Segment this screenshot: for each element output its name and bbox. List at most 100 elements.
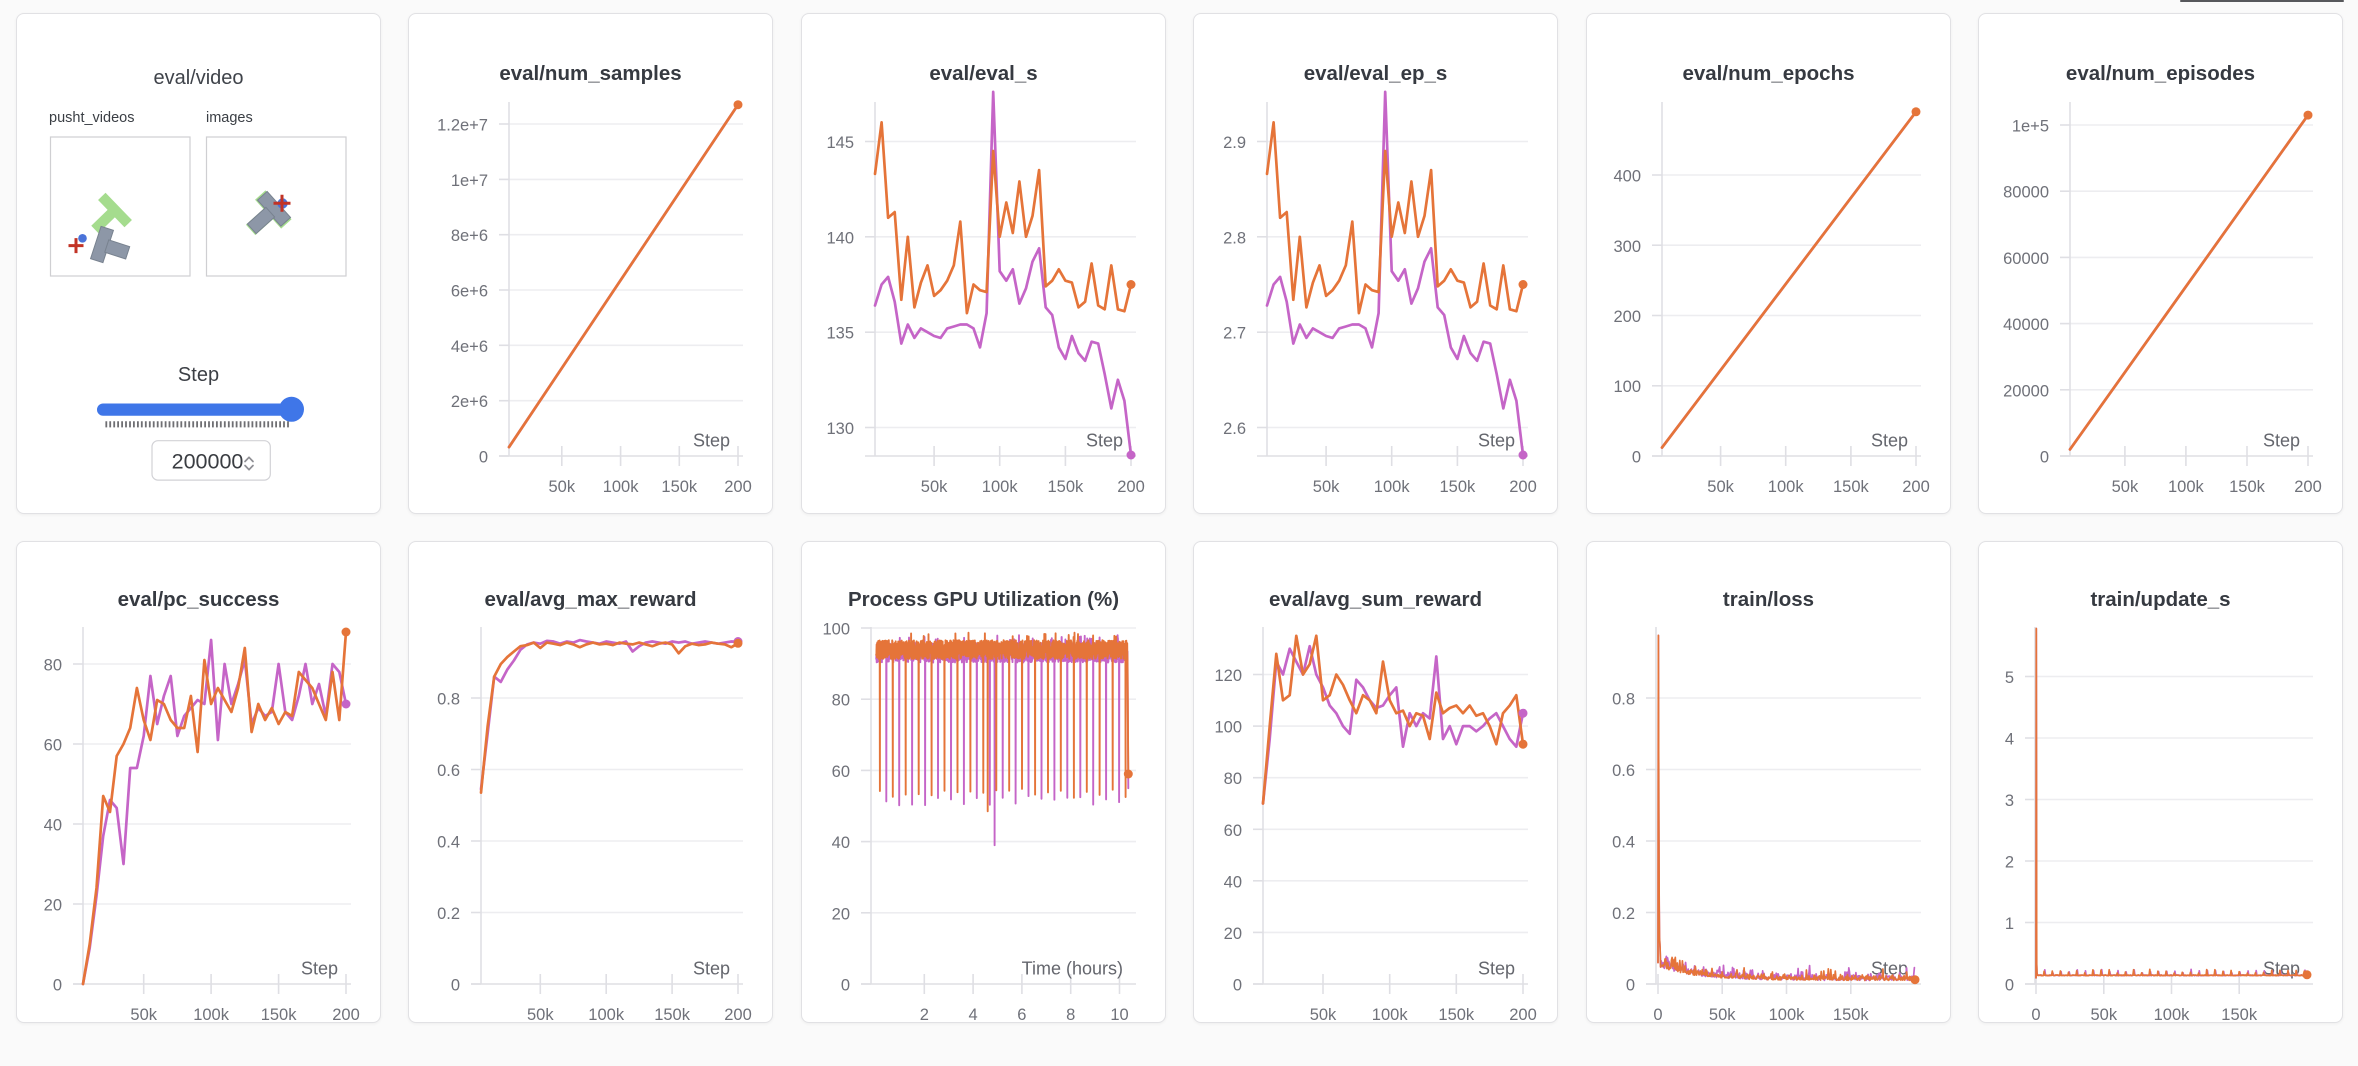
svg-text:200: 200 bbox=[1509, 478, 1537, 496]
svg-text:100: 100 bbox=[1214, 719, 1242, 737]
svg-text:3: 3 bbox=[2005, 792, 2014, 810]
svg-text:80: 80 bbox=[1224, 770, 1242, 788]
svg-text:140: 140 bbox=[826, 229, 854, 247]
svg-text:200: 200 bbox=[1902, 478, 1930, 496]
svg-text:1e+7: 1e+7 bbox=[451, 172, 488, 190]
svg-text:images: images bbox=[206, 110, 253, 126]
svg-text:Step: Step bbox=[693, 959, 730, 979]
svg-text:1e+5: 1e+5 bbox=[2012, 118, 2049, 136]
svg-text:100k: 100k bbox=[1769, 1006, 1806, 1022]
svg-text:80: 80 bbox=[832, 692, 850, 710]
svg-text:150k: 150k bbox=[1048, 478, 1085, 496]
svg-text:50k: 50k bbox=[1310, 1006, 1337, 1022]
svg-text:100k: 100k bbox=[603, 478, 640, 496]
svg-text:200: 200 bbox=[1117, 478, 1145, 496]
svg-text:0.2: 0.2 bbox=[437, 905, 460, 923]
svg-text:train/update_s: train/update_s bbox=[2090, 588, 2230, 611]
svg-text:0: 0 bbox=[1233, 977, 1242, 995]
svg-text:50k: 50k bbox=[921, 478, 948, 496]
svg-text:50k: 50k bbox=[527, 1006, 554, 1022]
svg-text:60: 60 bbox=[44, 737, 62, 755]
svg-text:20000: 20000 bbox=[2003, 382, 2049, 400]
svg-text:100k: 100k bbox=[1372, 1006, 1409, 1022]
svg-text:Step: Step bbox=[1086, 431, 1123, 451]
svg-text:100k: 100k bbox=[1374, 478, 1411, 496]
svg-text:0.8: 0.8 bbox=[437, 691, 460, 709]
svg-text:eval/avg_sum_reward: eval/avg_sum_reward bbox=[1269, 588, 1482, 611]
svg-text:eval/pc_success: eval/pc_success bbox=[118, 588, 280, 611]
svg-text:0.4: 0.4 bbox=[1612, 834, 1635, 852]
svg-text:Process GPU Utilization (%): Process GPU Utilization (%) bbox=[848, 588, 1119, 611]
svg-text:0: 0 bbox=[1653, 1006, 1662, 1022]
svg-text:200: 200 bbox=[332, 1006, 360, 1022]
svg-text:60: 60 bbox=[1224, 822, 1242, 840]
svg-text:200: 200 bbox=[724, 1006, 752, 1022]
svg-text:0.6: 0.6 bbox=[1612, 762, 1635, 780]
svg-text:Step: Step bbox=[301, 959, 338, 979]
svg-text:2.6: 2.6 bbox=[1223, 420, 1246, 438]
svg-text:0: 0 bbox=[841, 977, 850, 995]
svg-text:50k: 50k bbox=[2090, 1006, 2117, 1022]
svg-text:50k: 50k bbox=[2112, 478, 2139, 496]
svg-text:10: 10 bbox=[1110, 1006, 1128, 1022]
svg-text:0: 0 bbox=[451, 977, 460, 995]
svg-text:2.7: 2.7 bbox=[1223, 325, 1246, 343]
svg-text:150k: 150k bbox=[2229, 478, 2266, 496]
svg-text:eval/avg_max_reward: eval/avg_max_reward bbox=[485, 588, 697, 611]
svg-text:50k: 50k bbox=[1313, 478, 1340, 496]
svg-text:150k: 150k bbox=[654, 1006, 691, 1022]
svg-text:4e+6: 4e+6 bbox=[451, 338, 488, 356]
svg-text:2: 2 bbox=[920, 1006, 929, 1022]
svg-text:200: 200 bbox=[1613, 308, 1641, 326]
svg-text:400: 400 bbox=[1613, 168, 1641, 186]
svg-text:Step: Step bbox=[693, 431, 730, 451]
svg-text:40000: 40000 bbox=[2003, 316, 2049, 334]
svg-text:40: 40 bbox=[1224, 873, 1242, 891]
svg-text:200: 200 bbox=[2294, 478, 2322, 496]
svg-text:100: 100 bbox=[822, 621, 850, 639]
svg-text:100k: 100k bbox=[588, 1006, 625, 1022]
svg-text:20: 20 bbox=[832, 905, 850, 923]
svg-text:train/loss: train/loss bbox=[1723, 588, 1814, 611]
svg-text:8: 8 bbox=[1066, 1006, 1075, 1022]
svg-text:0: 0 bbox=[1632, 449, 1641, 467]
svg-text:150k: 150k bbox=[1833, 1006, 1870, 1022]
svg-text:50k: 50k bbox=[1707, 478, 1734, 496]
svg-text:50k: 50k bbox=[548, 478, 575, 496]
svg-text:eval/video: eval/video bbox=[153, 67, 243, 89]
svg-text:eval/eval_s: eval/eval_s bbox=[929, 62, 1037, 85]
svg-text:100k: 100k bbox=[2168, 478, 2205, 496]
svg-text:2.8: 2.8 bbox=[1223, 229, 1246, 247]
svg-text:100k: 100k bbox=[2154, 1006, 2191, 1022]
svg-text:150k: 150k bbox=[1438, 1006, 1475, 1022]
svg-text:130: 130 bbox=[826, 420, 854, 438]
svg-text:20: 20 bbox=[1224, 925, 1242, 943]
svg-text:2: 2 bbox=[2005, 854, 2014, 872]
svg-text:Step: Step bbox=[1871, 431, 1908, 451]
svg-text:200: 200 bbox=[724, 478, 752, 496]
svg-text:6e+6: 6e+6 bbox=[451, 283, 488, 301]
svg-text:40: 40 bbox=[832, 834, 850, 852]
svg-text:Time (hours): Time (hours) bbox=[1022, 959, 1123, 979]
svg-text:60000: 60000 bbox=[2003, 250, 2049, 268]
svg-text:1: 1 bbox=[2005, 915, 2014, 933]
svg-text:0: 0 bbox=[2005, 977, 2014, 995]
svg-text:1.2e+7: 1.2e+7 bbox=[437, 117, 488, 135]
svg-text:0.2: 0.2 bbox=[1612, 905, 1635, 923]
svg-text:0: 0 bbox=[53, 977, 62, 995]
svg-text:200: 200 bbox=[1509, 1006, 1537, 1022]
svg-text:60: 60 bbox=[832, 763, 850, 781]
svg-text:0.6: 0.6 bbox=[437, 762, 460, 780]
svg-text:200000: 200000 bbox=[172, 450, 244, 474]
svg-text:Step: Step bbox=[178, 364, 219, 386]
svg-text:80: 80 bbox=[44, 657, 62, 675]
svg-text:145: 145 bbox=[826, 134, 854, 152]
svg-text:0: 0 bbox=[2040, 449, 2049, 467]
svg-text:eval/num_epochs: eval/num_epochs bbox=[1682, 62, 1854, 85]
svg-text:150k: 150k bbox=[661, 478, 698, 496]
svg-text:eval/num_samples: eval/num_samples bbox=[499, 62, 681, 85]
svg-text:100k: 100k bbox=[193, 1006, 230, 1022]
svg-text:80000: 80000 bbox=[2003, 184, 2049, 202]
svg-text:2e+6: 2e+6 bbox=[451, 393, 488, 411]
svg-text:0: 0 bbox=[2031, 1006, 2040, 1022]
